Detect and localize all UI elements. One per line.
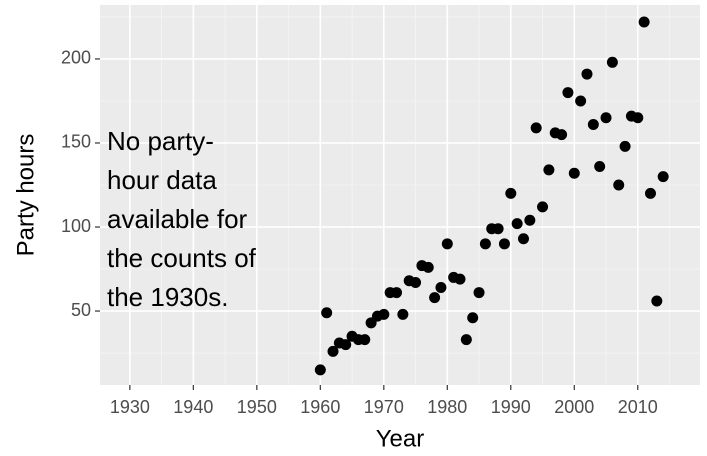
point (600, 112, 612, 124)
y-tick-label: 150 (61, 132, 91, 152)
point (632, 112, 644, 124)
x-tick-label: 2000 (554, 397, 594, 417)
y-tick-label: 100 (61, 216, 91, 236)
point (657, 171, 669, 183)
point (498, 238, 510, 250)
x-tick-label: 1960 (300, 397, 340, 417)
x-tick-label: 1930 (110, 397, 150, 417)
point (391, 287, 403, 299)
point (479, 238, 491, 250)
point (460, 334, 472, 346)
x-axis-title: Year (376, 425, 425, 452)
panel (100, 5, 700, 385)
y-tick-label: 50 (71, 300, 91, 320)
point (473, 287, 485, 299)
point (613, 179, 625, 191)
point (314, 364, 326, 376)
point (606, 56, 618, 68)
annotation: hour data (107, 165, 217, 195)
x-tick-label: 1940 (173, 397, 213, 417)
point (537, 201, 549, 213)
x-tick-label: 1970 (364, 397, 404, 417)
point (378, 308, 390, 320)
point (422, 261, 434, 273)
point (568, 167, 580, 179)
point (594, 161, 606, 173)
point (587, 118, 599, 130)
point (556, 129, 568, 141)
y-axis-title: Party hours (12, 134, 39, 257)
point (511, 218, 523, 230)
x-tick-label: 1990 (491, 397, 531, 417)
point (505, 187, 517, 199)
point (359, 334, 371, 346)
point (327, 345, 339, 357)
annotation: No party- (107, 126, 214, 156)
point (467, 312, 479, 324)
x-tick-label: 1980 (427, 397, 467, 417)
point (492, 223, 504, 235)
point (410, 276, 422, 288)
point (562, 87, 574, 99)
point (397, 308, 409, 320)
point (429, 292, 441, 304)
x-tick-label: 1950 (237, 397, 277, 417)
point (581, 68, 593, 80)
point (517, 233, 529, 245)
point (454, 273, 466, 285)
point (543, 164, 555, 176)
point (619, 140, 631, 152)
point (524, 214, 536, 226)
point (638, 16, 650, 28)
y-tick-label: 200 (61, 48, 91, 68)
point (575, 95, 587, 107)
point (435, 282, 447, 294)
annotation: the counts of (107, 243, 257, 273)
point (340, 339, 352, 351)
point (644, 187, 656, 199)
point (441, 238, 453, 250)
point (321, 307, 333, 319)
annotation: the 1930s. (107, 282, 228, 312)
point (530, 122, 542, 134)
point (651, 295, 663, 307)
annotation: available for (107, 204, 248, 234)
x-tick-label: 2010 (618, 397, 658, 417)
